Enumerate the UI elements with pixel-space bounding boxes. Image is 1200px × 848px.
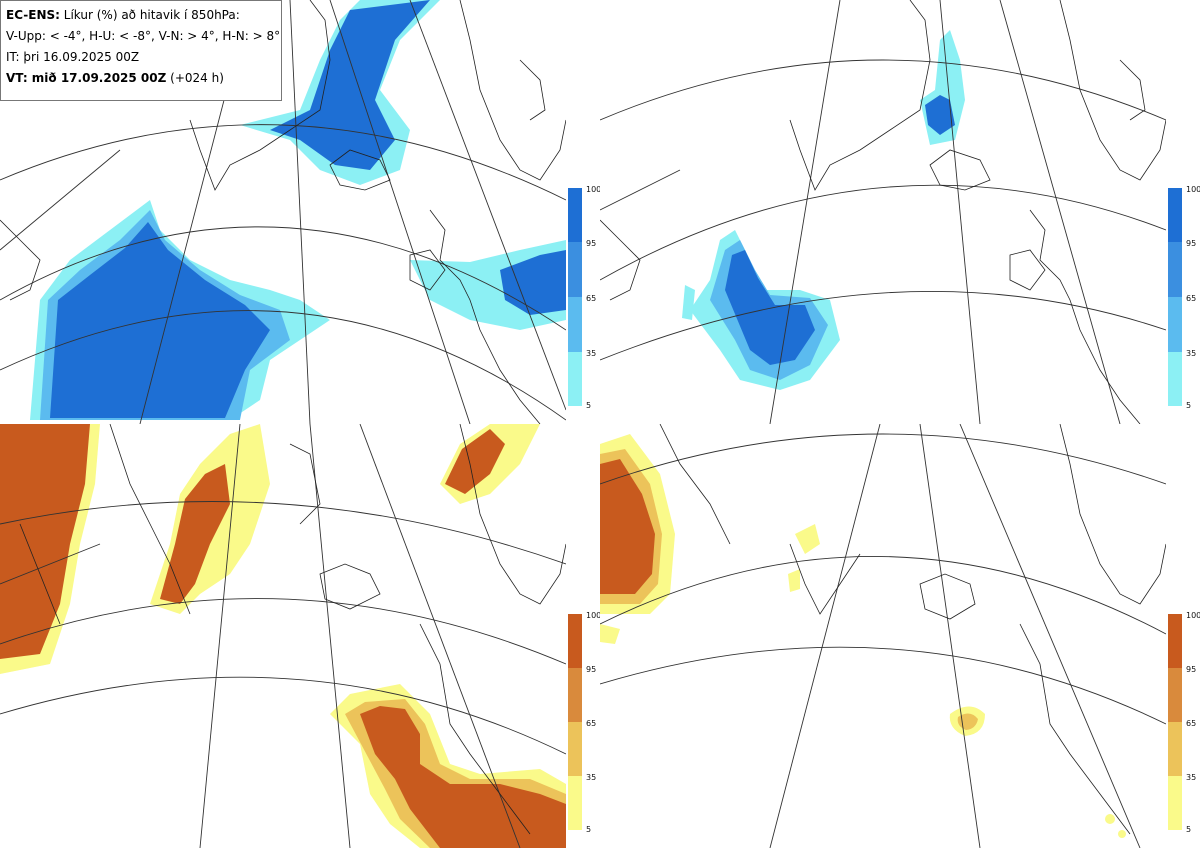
map-top-left	[0, 0, 566, 424]
map-top-right	[600, 0, 1166, 424]
probability-field-iceland-core	[270, 0, 430, 170]
probability-field-core	[725, 250, 815, 365]
colorbar-label: 65	[1186, 719, 1197, 728]
map-panel-top-right: 100 95 65 35 5	[600, 0, 1200, 424]
colorbar-label: 5	[586, 401, 592, 410]
colorbar-label: 5	[586, 825, 592, 834]
colorbar-label: 35	[1186, 349, 1197, 358]
colorbar-label: 5	[1186, 825, 1192, 834]
colorbar-label: 65	[1186, 294, 1197, 303]
probability-field-north-core	[445, 429, 505, 494]
map-panel-bottom-left: 100 95 65 35 5	[0, 424, 601, 848]
colorbar-label: 100	[1186, 185, 1200, 194]
info-init-time: IT: þri 16.09.2025 00Z	[6, 50, 140, 64]
colorbar-label: 95	[1186, 239, 1197, 248]
info-title-row: EC-ENS: Líkur (%) að hitavik í 850hPa:	[6, 5, 276, 26]
model-name: EC-ENS:	[6, 8, 60, 22]
colorbar-label: 95	[586, 665, 597, 674]
probability-field-coast2	[788, 569, 800, 592]
colorbar-label: 100	[1186, 611, 1200, 620]
colorbar-label: 65	[586, 294, 597, 303]
probability-field-small	[682, 285, 695, 320]
probability-field-atlantic-core	[360, 706, 566, 848]
map-bottom-right	[600, 424, 1166, 848]
colorbar-label: 35	[586, 349, 597, 358]
info-title: Líkur (%) að hitavik í 850hPa:	[63, 8, 240, 22]
colorbar-label: 5	[1186, 401, 1192, 410]
probability-field-north-core	[925, 95, 955, 135]
map-panel-top-left: 100 95 65 35 5 EC-ENS: Líkur (%) að hita…	[0, 0, 601, 424]
probability-field-core	[50, 222, 270, 418]
colorbar-label: 95	[586, 239, 597, 248]
colorbar-label: 100	[586, 611, 602, 620]
probability-field-greenland-core	[160, 464, 230, 604]
map-bottom-left	[0, 424, 566, 848]
colorbar-label: 35	[586, 773, 597, 782]
valid-time: VT: mið 17.09.2025 00Z	[6, 71, 167, 85]
colorbar-top-left: 100 95 65 35 5	[568, 186, 601, 410]
probability-field-europe-core	[500, 250, 566, 315]
lead-time: (+024 h)	[170, 71, 224, 85]
colorbar-label: 95	[1186, 665, 1197, 674]
colorbar-label: 35	[1186, 773, 1197, 782]
colorbar-label: 100	[586, 185, 602, 194]
info-valid-time-row: VT: mið 17.09.2025 00Z (+024 h)	[6, 68, 276, 89]
colorbar-label: 65	[586, 719, 597, 728]
probability-field-dot	[1118, 830, 1126, 838]
colorbar-bottom-left: 100 95 65 35 5	[568, 612, 601, 834]
probability-field-core	[0, 424, 90, 659]
info-thresholds: V-Upp: < -4°, H-U: < -8°, V-N: > 4°, H-N…	[6, 29, 281, 43]
colorbar-top-right: 100 95 65 35 5	[1168, 186, 1200, 410]
forecast-info-box: EC-ENS: Líkur (%) að hitavik í 850hPa: V…	[0, 0, 282, 101]
probability-field-dot	[1105, 814, 1115, 824]
probability-field-edge	[600, 624, 620, 644]
probability-field-coast	[795, 524, 820, 554]
colorbar-bottom-right: 100 95 65 35 5	[1168, 612, 1200, 834]
probability-field-core	[600, 459, 655, 594]
map-panel-bottom-right: 100 95 65 35 5	[600, 424, 1200, 848]
